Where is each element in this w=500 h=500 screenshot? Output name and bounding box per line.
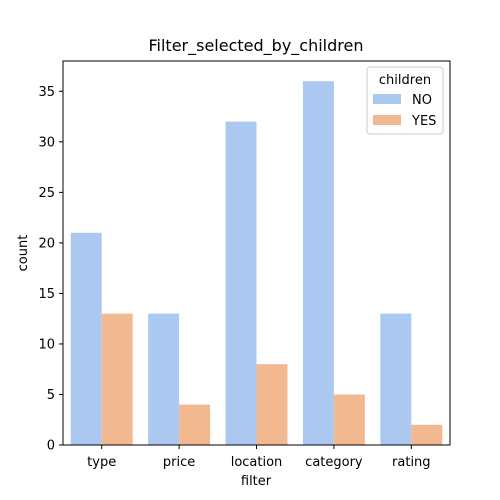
x-tick-label-type: type bbox=[87, 455, 116, 470]
bar-no-type bbox=[70, 232, 102, 445]
bars-group bbox=[70, 81, 443, 446]
y-tick-label: 20 bbox=[38, 236, 55, 251]
y-tick-label: 15 bbox=[38, 287, 55, 302]
x-tick-label-rating: rating bbox=[392, 455, 431, 470]
bar-no-rating bbox=[380, 313, 412, 445]
bar-yes-location bbox=[256, 364, 288, 445]
y-tick-label: 5 bbox=[47, 388, 55, 403]
bar-yes-rating bbox=[411, 424, 443, 445]
y-tick-label: 0 bbox=[47, 439, 55, 454]
y-tick-label: 30 bbox=[38, 135, 55, 150]
x-axis-ticks: type price location category rating bbox=[87, 445, 431, 470]
y-axis-ticks: 0 5 10 15 20 25 30 35 bbox=[38, 85, 63, 454]
y-tick-label: 10 bbox=[38, 337, 55, 352]
x-axis-title: filter bbox=[241, 474, 272, 489]
x-tick-label-location: location bbox=[231, 455, 283, 470]
legend-swatch-yes bbox=[373, 115, 401, 125]
bar-no-location bbox=[225, 121, 257, 445]
x-tick-label-price: price bbox=[163, 455, 195, 470]
x-tick-label-category: category bbox=[305, 455, 363, 470]
bar-yes-category bbox=[333, 394, 365, 445]
legend-label-no: NO bbox=[412, 93, 432, 108]
bar-yes-price bbox=[179, 404, 211, 445]
legend-label-yes: YES bbox=[411, 114, 436, 129]
legend-title: children bbox=[379, 73, 431, 88]
y-tick-label: 25 bbox=[38, 186, 55, 201]
y-tick-label: 35 bbox=[38, 85, 55, 100]
chart-title: Filter_selected_by_children bbox=[149, 36, 364, 56]
plot-frame bbox=[62, 60, 451, 446]
legend: children NO YES bbox=[366, 66, 444, 135]
y-axis-title: count bbox=[16, 235, 31, 272]
bar-no-category bbox=[302, 81, 334, 446]
bar-yes-type bbox=[101, 313, 133, 445]
legend-swatch-no bbox=[373, 94, 401, 104]
bar-no-price bbox=[148, 313, 180, 445]
